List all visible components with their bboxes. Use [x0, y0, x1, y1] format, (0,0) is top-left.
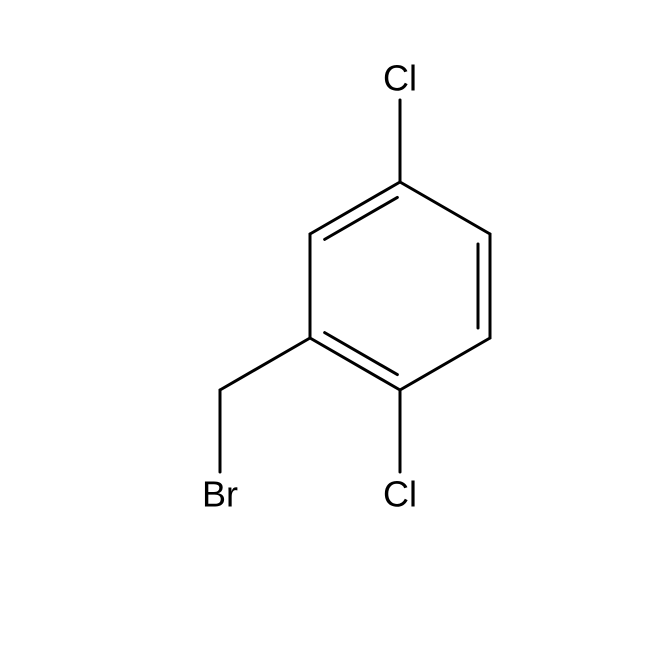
bond — [220, 338, 310, 390]
atom-label-cl: Cl — [383, 58, 417, 99]
atom-label-br: Br — [202, 474, 238, 515]
bond — [400, 338, 490, 390]
bond — [400, 182, 490, 234]
chemical-structure-svg: Cl Cl Br — [0, 0, 650, 650]
bond — [310, 182, 400, 234]
atom-label-cl: Cl — [383, 474, 417, 515]
bond — [310, 338, 400, 390]
